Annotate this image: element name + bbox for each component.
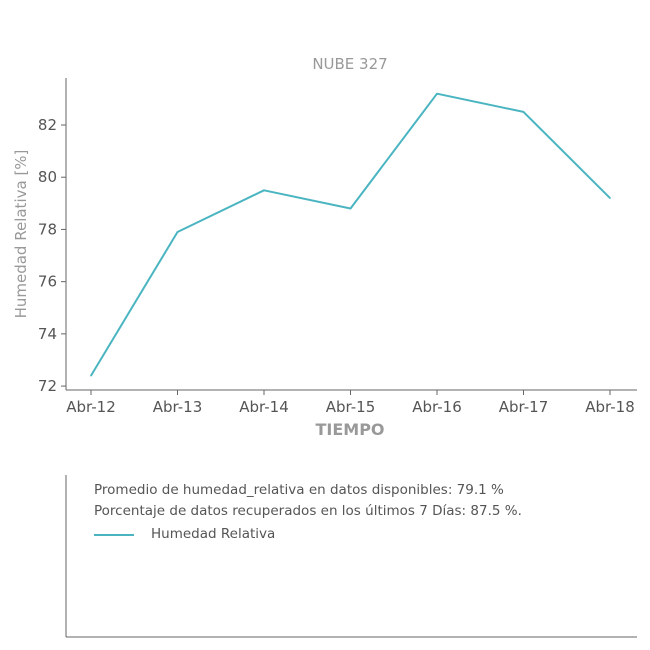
- x-tick-label: Abr-14: [239, 398, 289, 416]
- data-point: [349, 207, 352, 210]
- x-tick-label: Abr-13: [153, 398, 203, 416]
- x-axis-title: TIEMPO: [315, 420, 384, 439]
- y-tick-label: 72: [38, 377, 57, 395]
- legend-label: Humedad Relativa: [151, 526, 275, 542]
- data-point: [522, 111, 525, 113]
- y-tick-label: 74: [38, 325, 57, 343]
- y-tick-label: 82: [38, 116, 57, 134]
- data-point: [263, 189, 265, 192]
- info-average-text: Promedio de humedad_relativa en datos di…: [94, 482, 504, 498]
- y-tick-label: 78: [38, 220, 57, 238]
- y-tick-label: 76: [38, 273, 57, 291]
- info-percentage-text: Porcentaje de datos recuperados en los ú…: [94, 503, 522, 519]
- x-tick-label: Abr-16: [412, 398, 462, 416]
- x-tick-label: Abr-17: [499, 398, 549, 416]
- y-tick-label: 80: [38, 168, 57, 186]
- x-tick-label: Abr-15: [326, 398, 376, 416]
- data-point: [609, 197, 611, 199]
- y-axis-title: Humedad Relativa [%]: [12, 150, 30, 319]
- series-line-humedad-relativa: [90, 92, 611, 377]
- data-point: [176, 231, 179, 233]
- info-panel: Promedio de humedad_relativa en datos di…: [65, 475, 637, 638]
- chart-title: NUBE 327: [312, 55, 387, 73]
- data-point: [90, 374, 92, 377]
- x-tick-label: Abr-12: [66, 398, 116, 416]
- data-point: [436, 92, 438, 95]
- x-tick-label: Abr-18: [585, 398, 635, 416]
